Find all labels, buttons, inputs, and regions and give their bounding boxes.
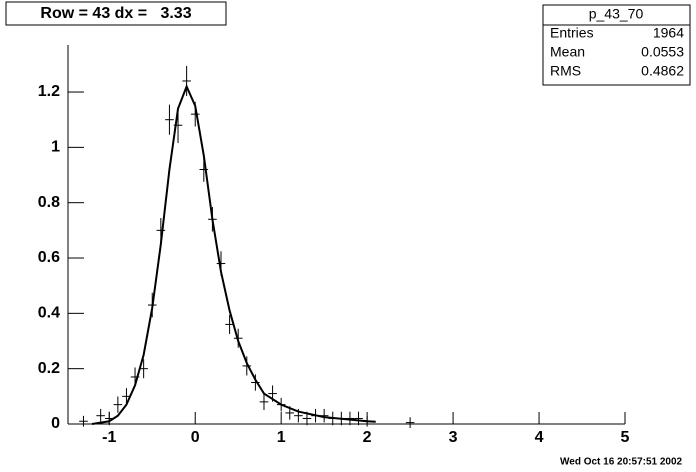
x-tick-label: 4 [535, 429, 544, 446]
stats-value: 0.4862 [641, 63, 684, 79]
data-point [354, 411, 363, 426]
stats-label: RMS [550, 63, 581, 79]
stats-value: 0.0553 [641, 44, 684, 60]
fit-curve [91, 83, 376, 425]
x-tick-label: -1 [102, 429, 116, 446]
y-tick-label: 0 [51, 415, 60, 432]
data-point [113, 396, 123, 413]
stats-title: p_43_70 [589, 6, 644, 22]
footer: Wed Oct 16 20:57:51 2002 [560, 457, 683, 468]
x-tick-label: 3 [449, 429, 458, 446]
stats-label: Entries [550, 25, 594, 41]
data-point [79, 415, 88, 427]
data-point [182, 65, 191, 97]
data-point [165, 104, 174, 135]
data-point [139, 359, 148, 379]
stats-box [542, 4, 691, 86]
data-point [225, 314, 234, 334]
x-tick-label: 5 [621, 429, 630, 446]
x-tick-label: 2 [363, 429, 372, 446]
y-tick-label: 1.2 [38, 83, 60, 100]
y-tick-label: 0.4 [38, 305, 60, 322]
y-tick-label: 0.8 [38, 194, 60, 211]
data-point [259, 393, 269, 411]
data-point [405, 417, 415, 428]
data-point [242, 356, 252, 376]
title-box [5, 1, 227, 26]
x-tick-label: 0 [191, 429, 200, 446]
y-tick-label: 1 [51, 139, 60, 156]
x-tick-label: 1 [277, 429, 286, 446]
chart-title: Row = 43 dx = 3.33 [40, 5, 191, 22]
data-point [96, 408, 105, 423]
y-tick-label: 0.2 [38, 360, 60, 377]
y-tick-label: 0.6 [38, 249, 60, 266]
stats-label: Mean [550, 44, 585, 60]
stats-value: 1964 [653, 25, 684, 41]
